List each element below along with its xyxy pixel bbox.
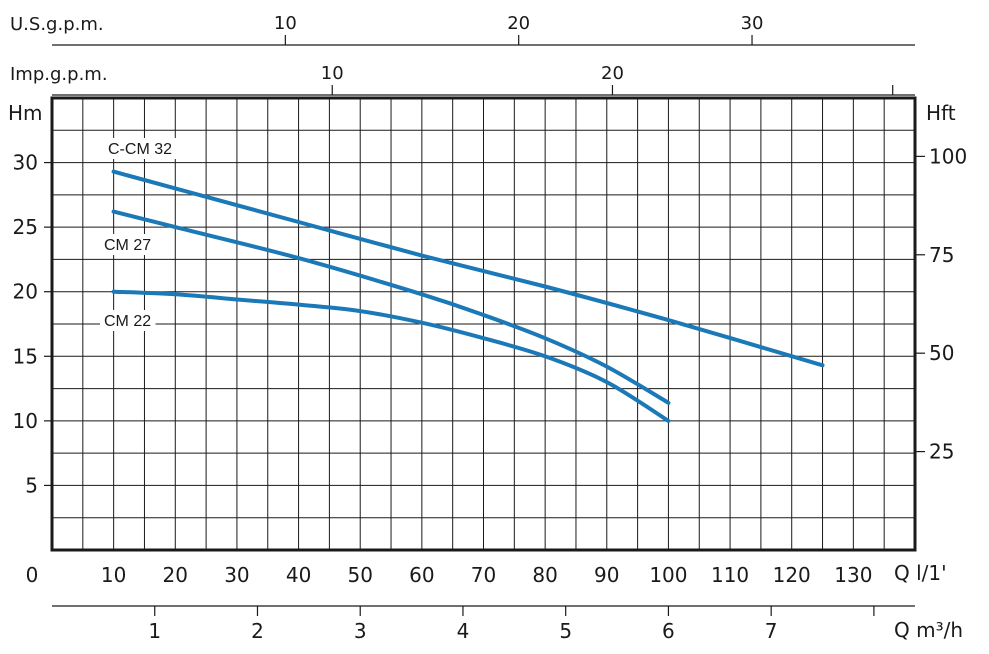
x-tick-label: 80 (532, 563, 557, 587)
series-label-bg (100, 234, 156, 255)
x-tick-label: 60 (409, 563, 434, 587)
x-tick-label: 30 (224, 563, 249, 587)
m3h-tick-label: 5 (559, 619, 572, 643)
y-right-unit: Hft (926, 101, 956, 125)
y-left-tick-label: 30 (13, 151, 38, 175)
y-left-tick-label: 10 (13, 409, 38, 433)
top-axes: 10 20 30 10 20 (52, 13, 915, 96)
x-tick-label: 110 (711, 563, 749, 587)
left-axis-hm: 5 10 15 20 25 30 (13, 151, 52, 497)
x-tick-label: 10 (101, 563, 126, 587)
m3h-tick-label: 1 (148, 619, 161, 643)
m3h-tick-label: 2 (251, 619, 264, 643)
series-label-bg (104, 138, 179, 159)
y-left-unit: Hm (8, 101, 43, 125)
y-left-tick-label: 20 (13, 280, 38, 304)
y-left-tick-label: 5 (25, 473, 38, 497)
y-right-tick-label: 25 (929, 440, 954, 464)
usgpm-tick-label: 10 (274, 13, 297, 34)
bottom-axis-lmin: 0 10 20 30 40 50 60 70 80 90 100 110 120 130 (26, 563, 873, 587)
series-label-cm-27: CM 27 (104, 237, 151, 254)
y-left-tick-label: 25 (13, 215, 38, 239)
x-tick-label: 70 (471, 563, 496, 587)
top-axis-impgpm-unit: Imp.g.p.m. (10, 64, 108, 85)
series-layer: C-CM 32 CM 27 CM 22 (100, 138, 825, 423)
x-tick-label: 0 (26, 563, 39, 587)
m3h-tick-label: 7 (765, 619, 778, 643)
x-axis-unit: Q l/1' (894, 561, 947, 585)
x-tick-label: 90 (594, 563, 619, 587)
m3h-axis-unit: Q m³/h (894, 618, 963, 642)
y-right-tick-label: 75 (929, 243, 954, 267)
y-left-tick-label: 15 (13, 344, 38, 368)
impgpm-tick-label: 10 (321, 63, 344, 84)
series-line-c-cm-32 (111, 169, 825, 368)
plot-frame (50, 96, 917, 552)
x-tick-label: 120 (773, 563, 811, 587)
series-label-c-cm-32: C-CM 32 (108, 141, 172, 158)
series-label-cm-22: CM 22 (104, 313, 151, 330)
right-axis-hft: 25 50 75 100 (915, 144, 967, 464)
x-tick-label: 40 (286, 563, 311, 587)
usgpm-tick-label: 20 (507, 13, 530, 34)
series-label-bg (100, 310, 156, 331)
series-line-cm-27 (111, 209, 671, 405)
m3h-tick-label: 4 (457, 619, 470, 643)
m3h-tick-label: 6 (662, 619, 675, 643)
m3h-tick-label: 3 (354, 619, 367, 643)
impgpm-tick-label: 20 (601, 63, 624, 84)
x-tick-label: 100 (649, 563, 687, 587)
x-tick-label: 20 (163, 563, 188, 587)
usgpm-tick-label: 30 (741, 13, 764, 34)
series-line-cm-22 (111, 289, 671, 423)
y-right-tick-label: 100 (929, 144, 967, 168)
x-tick-label: 50 (347, 563, 372, 587)
top-axis-usgpm-unit: U.S.g.p.m. (10, 14, 104, 35)
grid (52, 98, 915, 550)
bottom-axis-m3h: 1 2 3 4 5 6 7 (52, 605, 915, 643)
y-right-tick-label: 50 (929, 341, 954, 365)
x-tick-label: 130 (834, 563, 872, 587)
